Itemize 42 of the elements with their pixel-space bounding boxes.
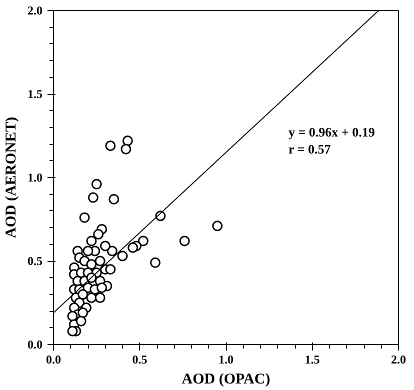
point — [105, 140, 116, 152]
point — [88, 192, 98, 203]
y-tick-label: 0.0 — [28, 338, 42, 352]
point — [117, 250, 128, 262]
point — [179, 236, 190, 246]
point — [93, 229, 104, 240]
x-tick-label: 0.5 — [132, 352, 148, 366]
y-tick-label: 1.0 — [28, 170, 42, 184]
point — [82, 246, 94, 256]
point — [212, 220, 223, 232]
point — [86, 236, 97, 246]
x-tick-label: 0.0 — [46, 352, 61, 366]
point — [122, 136, 133, 146]
point — [105, 264, 116, 275]
y-tick-label: 0.5 — [28, 254, 42, 268]
point — [78, 308, 88, 318]
point — [67, 326, 78, 336]
point — [150, 257, 161, 268]
annotation: r = 0.57 — [288, 142, 332, 156]
y-tick-label: 2.0 — [28, 4, 42, 18]
point — [94, 292, 106, 303]
point — [120, 144, 132, 154]
y-axis-title: AOD (AERONET) — [4, 116, 20, 238]
point — [128, 242, 138, 253]
y-tick-label: 1.5 — [28, 87, 42, 101]
annotation: y = 0.96x + 0.19 — [288, 124, 376, 140]
x-axis-title: AOD (OPAC) — [182, 372, 270, 388]
point — [91, 178, 102, 190]
x-tick-label: 2.0 — [391, 352, 406, 366]
point — [108, 194, 120, 204]
point — [138, 236, 148, 246]
point — [67, 310, 78, 322]
x-tick-label: 1.5 — [304, 352, 320, 366]
point — [100, 240, 110, 252]
point — [96, 282, 108, 293]
point — [94, 256, 106, 266]
x-tick-label: 1.0 — [218, 352, 234, 366]
point — [86, 292, 97, 303]
point — [106, 246, 118, 256]
point — [79, 212, 90, 223]
point — [76, 316, 86, 326]
point — [78, 289, 88, 300]
